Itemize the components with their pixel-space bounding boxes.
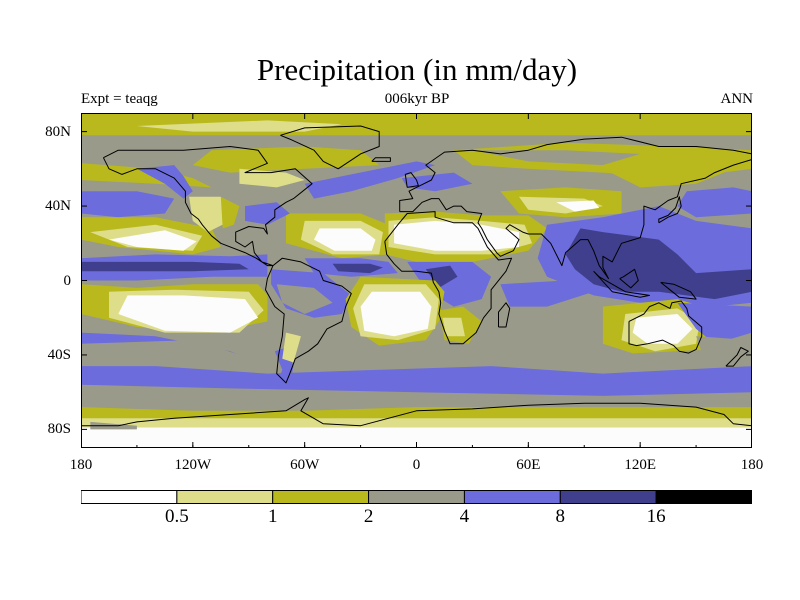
coastline-antarctica: [81, 397, 752, 427]
coastline-north-america: [102, 146, 313, 267]
map-panel: [81, 113, 752, 448]
sh-storm-blue: [81, 332, 752, 396]
patagonia-pale: [282, 332, 301, 363]
x-tick-label: 0: [412, 457, 421, 473]
colorbar-box: [655, 490, 752, 504]
colorbar-box: [81, 490, 178, 504]
colorbar-box: [559, 490, 657, 504]
natl-sub-white: [314, 228, 376, 251]
warm-pool-navy: [565, 228, 752, 300]
coastline-japan: [658, 196, 682, 224]
coastline-eurasia: [399, 136, 752, 280]
colorbar-box: [176, 490, 274, 504]
gplains-olive: [220, 196, 240, 229]
coastline-south-america: [265, 257, 352, 384]
colorbar-boxes: [81, 490, 752, 504]
y-tick-label: 40S: [47, 346, 71, 363]
experiment-label: Expt = teaqg: [81, 91, 158, 107]
coastlines: [81, 125, 752, 427]
amazon-gray: [276, 284, 333, 314]
x-tick-label: 180: [740, 457, 764, 473]
time-label: 006kyr BP: [384, 91, 450, 107]
sh-gray-band: [81, 340, 752, 374]
patch-hudson-pale: [239, 168, 305, 188]
tasman-gray: [696, 336, 752, 363]
track-npac-east: [81, 191, 175, 218]
y-tick-label: 40N: [45, 198, 71, 215]
track-natlantic: [304, 161, 436, 199]
coastline-africa: [384, 211, 513, 345]
colorbar-level-label: 8: [555, 506, 566, 527]
coastline-indonesia: [593, 270, 650, 298]
colorbar-level-label: 1: [267, 506, 278, 527]
y-tick-label: 0: [63, 272, 72, 289]
sahara-white: [394, 220, 519, 251]
precipitation-contours: [81, 113, 752, 448]
colorbar-level-label: 16: [646, 506, 666, 527]
x-tick-label: 60E: [516, 457, 541, 473]
sepac-white: [118, 295, 259, 333]
coastline-new-zealand: [725, 347, 749, 367]
x-tick-label: 180: [69, 457, 93, 473]
antarctic-white: [81, 427, 752, 448]
coastline-iceland: [371, 157, 391, 162]
eus-blue: [245, 202, 290, 225]
npac-sub-white: [109, 230, 197, 251]
coastline-uk: [404, 172, 419, 188]
patch-east-asia: [602, 165, 734, 188]
colorbar-level-label: 4: [459, 506, 470, 527]
y-tick-label: 80S: [47, 421, 71, 438]
colorbar-level-label: 0.5: [164, 506, 189, 527]
patch-siberia-gray: [472, 150, 641, 166]
coastline-greenland: [280, 125, 380, 170]
itcz-atlantic-navy: [332, 263, 383, 274]
track-npac-west: [677, 187, 752, 218]
congo-navy: [425, 265, 458, 288]
y-tick-label: 80N: [45, 123, 71, 140]
precipitation-map: [81, 113, 752, 448]
itcz-pacific-navy: [81, 261, 249, 272]
coast-alaska: [136, 165, 193, 199]
colorbar: [81, 490, 752, 504]
kalahari-pale: [442, 317, 465, 337]
x-tick-label: 120E: [624, 457, 656, 473]
coastline-borneo: [619, 268, 639, 289]
colorbar-box: [272, 490, 370, 504]
spcz-blue: [677, 302, 752, 344]
coastline-australia: [628, 300, 703, 354]
colorbar-level-label: 2: [363, 506, 374, 527]
axis-ticks: [81, 113, 752, 448]
aus-white: [632, 314, 693, 344]
patch-arctic-pale: [136, 120, 342, 132]
x-tick-label: 60W: [290, 457, 320, 473]
coastline-madagascar: [498, 302, 511, 328]
x-tick-label: 120W: [174, 457, 212, 473]
colorbar-box: [463, 490, 561, 504]
coastline-new-guinea: [660, 281, 697, 300]
satl-white: [360, 291, 432, 337]
taklamakan-white: [556, 200, 600, 212]
chart-title: Precipitation (in mm/day): [256, 52, 578, 87]
season-label: ANN: [720, 91, 754, 107]
indian-blue: [500, 280, 594, 307]
colorbar-box: [368, 490, 465, 504]
wus-pale: [189, 196, 231, 233]
